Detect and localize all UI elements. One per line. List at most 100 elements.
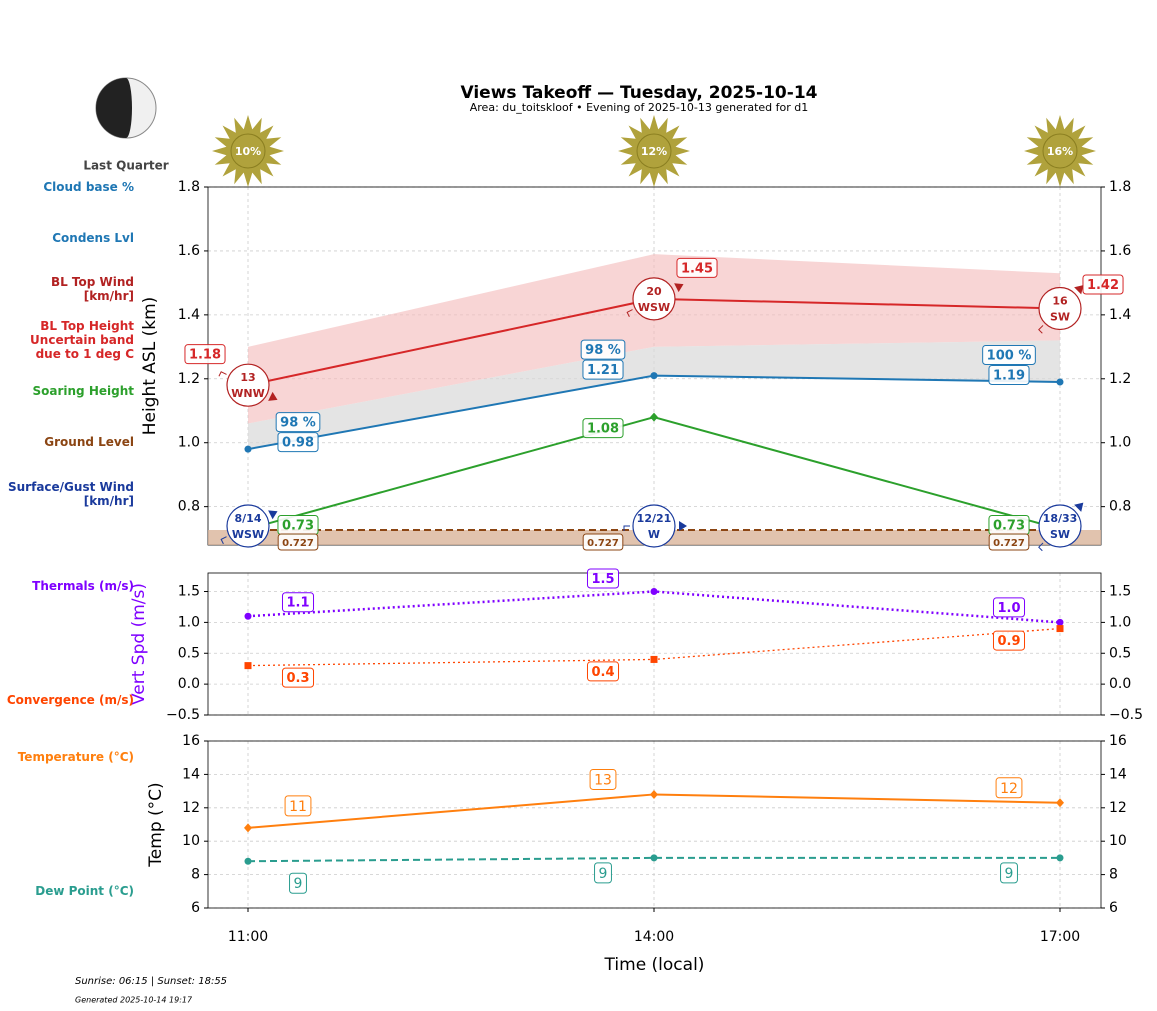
label-box bbox=[289, 872, 307, 894]
data-label: 13 bbox=[594, 772, 612, 788]
wind-arrow bbox=[1074, 285, 1084, 295]
y-tick-label: 16 bbox=[182, 733, 200, 749]
y-tick-label-right: 0.8 bbox=[1109, 499, 1131, 515]
y-tick-label: 14 bbox=[182, 766, 200, 782]
label-box bbox=[582, 533, 624, 551]
wind-circle bbox=[1038, 286, 1082, 331]
label-box bbox=[589, 768, 617, 790]
moon-icon bbox=[95, 77, 157, 139]
row-label: Surface/Gust Wind [km/hr] bbox=[8, 480, 134, 508]
point bbox=[1056, 625, 1064, 633]
wind-barb bbox=[623, 525, 630, 531]
axes: 6 6 8 8 10 10 12 12 14 14 16 16 Temp (°C) 11:00 14:00 1… bbox=[146, 733, 1127, 975]
row-label: Soaring Height bbox=[32, 384, 135, 398]
data-label: 9 bbox=[294, 876, 303, 892]
label-box bbox=[277, 533, 319, 551]
label-box bbox=[988, 364, 1030, 385]
label-box bbox=[982, 344, 1036, 365]
data-label: 0.73 bbox=[993, 519, 1025, 534]
y-tick-label: 0.0 bbox=[178, 676, 200, 692]
y-tick-label-right: 12 bbox=[1109, 800, 1127, 816]
row-label: Condens Lvl bbox=[52, 231, 134, 245]
y-tick-label-right: 14 bbox=[1109, 766, 1127, 782]
wind-barb bbox=[218, 371, 227, 377]
chart-title: Views Takeoff — Tuesday, 2025-10-14 bbox=[461, 83, 818, 103]
y-tick-label: 1.4 bbox=[178, 307, 200, 323]
y-tick-label: 8 bbox=[191, 867, 200, 883]
wind-direction: WSW bbox=[638, 301, 670, 314]
y-tick-label: 1.6 bbox=[178, 243, 200, 259]
point bbox=[650, 854, 658, 862]
sun-icon bbox=[636, 133, 672, 169]
point bbox=[1056, 378, 1064, 386]
y-tick-label-right: 1.8 bbox=[1109, 179, 1131, 195]
point bbox=[650, 655, 658, 663]
label-box bbox=[582, 359, 624, 380]
label-box bbox=[580, 339, 626, 360]
data-label: 0.73 bbox=[282, 519, 314, 534]
wind-arrow bbox=[679, 520, 687, 531]
label-box bbox=[992, 597, 1026, 618]
series-line bbox=[247, 856, 1060, 863]
point bbox=[244, 662, 252, 670]
y-tick-label: 6 bbox=[191, 900, 200, 916]
data-label: 1.19 bbox=[993, 368, 1025, 383]
wind-barb bbox=[626, 309, 633, 317]
point bbox=[244, 445, 252, 453]
y-tick-label: 1.5 bbox=[178, 584, 200, 600]
point bbox=[650, 372, 658, 380]
label-box bbox=[992, 630, 1026, 651]
point bbox=[1056, 854, 1064, 862]
label-box bbox=[277, 432, 319, 453]
data-label: 11 bbox=[289, 799, 307, 815]
row-label: BL Top Wind [km/hr] bbox=[50, 275, 134, 303]
data-label: 12 bbox=[1000, 781, 1018, 797]
data-label: 1.18 bbox=[189, 348, 221, 363]
row-label: Convergence (m/s) bbox=[6, 693, 134, 707]
sun-label: 10% bbox=[235, 145, 261, 158]
data-label: 0.727 bbox=[993, 538, 1025, 549]
point bbox=[1056, 618, 1064, 626]
x-tick-label: 17:00 bbox=[1040, 929, 1080, 945]
data-label: 9 bbox=[1005, 866, 1014, 882]
row-label: Ground Level bbox=[44, 435, 134, 449]
axes: −0.5 −0.5 0.0 0.0 0.5 0.5 1.0 1.0 1.5 1.5 Vert Spd… bbox=[129, 572, 1143, 723]
series-line bbox=[247, 793, 1061, 829]
plot-1: 1.1 1.5 1.0 0.3 0.4 0.9 bbox=[244, 568, 1064, 688]
uncertainty-band bbox=[248, 254, 1060, 424]
wind-direction: SW bbox=[1050, 528, 1070, 541]
data-label: 1.21 bbox=[587, 363, 619, 378]
x-tick-label: 14:00 bbox=[634, 929, 674, 945]
point bbox=[650, 412, 658, 422]
data-label: 1.42 bbox=[1087, 278, 1119, 293]
plot-2: 11 13 12 9 9 9 bbox=[244, 768, 1064, 894]
data-label: 1.5 bbox=[591, 572, 614, 587]
wind-arrow bbox=[268, 510, 278, 520]
data-label: 1.08 bbox=[587, 422, 619, 437]
point bbox=[1056, 798, 1064, 808]
generated-note: Generated 2025-10-14 19:17 bbox=[75, 996, 193, 1005]
label-box bbox=[586, 661, 620, 682]
y-tick-label: 10 bbox=[182, 833, 200, 849]
wind-speed: 20 bbox=[646, 285, 662, 298]
y-tick-label-right: 10 bbox=[1109, 833, 1127, 849]
label-box bbox=[184, 344, 226, 365]
plot-frame bbox=[207, 740, 1102, 909]
wind-arrow bbox=[1074, 502, 1084, 512]
label-box bbox=[1000, 862, 1018, 884]
y-tick-label-right: 8 bbox=[1109, 867, 1118, 883]
data-label: 0.4 bbox=[591, 665, 614, 680]
data-label: 1.0 bbox=[997, 601, 1020, 616]
wind-speed: 12/21 bbox=[637, 512, 672, 525]
y-axis-label: Temp (°C) bbox=[146, 782, 166, 867]
y-tick-label-right: 1.0 bbox=[1109, 614, 1131, 630]
label-box bbox=[281, 592, 315, 613]
sun-label: 12% bbox=[641, 145, 667, 158]
wind-circle bbox=[632, 277, 676, 321]
y-tick-label-right: 6 bbox=[1109, 900, 1118, 916]
wind-direction: WNW bbox=[231, 387, 264, 400]
cloud-layer-fill bbox=[248, 340, 1060, 450]
y-tick-label-right: −0.5 bbox=[1109, 707, 1143, 723]
